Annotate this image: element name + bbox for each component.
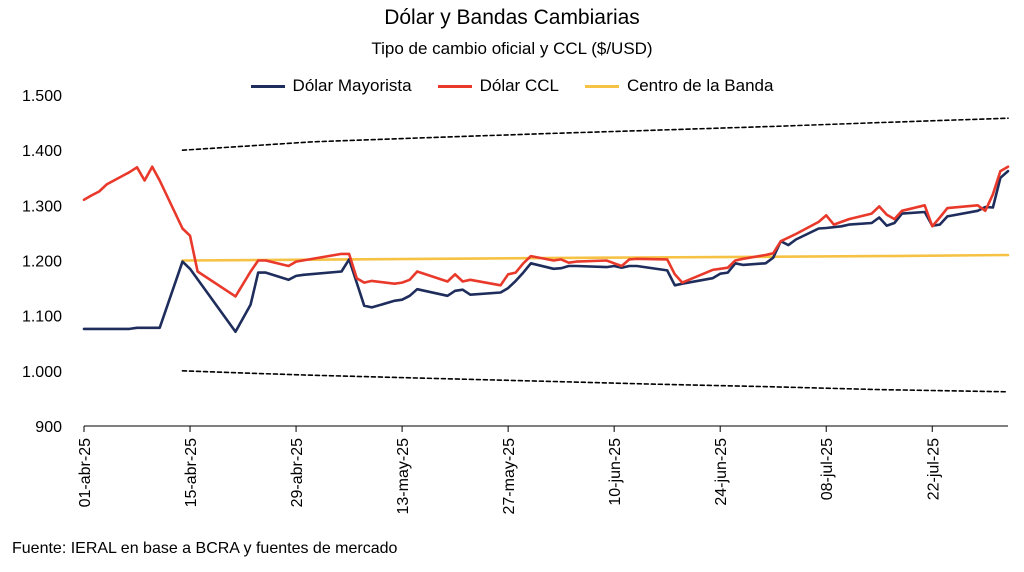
chart-title: Dólar y Bandas Cambiarias [384,6,640,29]
x-tick-label: 29-abr-25 [289,438,306,507]
y-tick-label: 900 [35,419,62,436]
y-tick-label: 1.400 [22,143,62,160]
x-tick-label: 15-abr-25 [183,438,200,507]
series-group [82,117,1010,393]
chart-legend: Dólar Mayorista Dólar CCL Centro de la B… [0,76,1024,96]
legend-item-centro-banda: Centro de la Banda [584,76,774,96]
chart-subtitle: Tipo de cambio oficial y CCL ($/USD) [371,39,653,58]
x-tick-label: 24-jun-25 [713,438,730,506]
series-line-dolar-ccl [82,165,1010,298]
legend-item-mayorista: Dólar Mayorista [250,76,412,96]
y-tick-label: 1.500 [22,88,62,105]
legend-label-centro-banda: Centro de la Banda [626,76,774,95]
axes-group: 900 1.000 1.100 1.200 1.300 1.400 1.500 01-abr-… [22,88,1008,514]
x-tick-label: 01-abr-25 [77,438,94,507]
legend-item-ccl: Dólar CCL [437,76,559,96]
legend-swatch-mayorista [250,84,285,88]
series-line-banda-superior [181,117,1009,151]
series-line-dolar-mayorista [82,169,1010,334]
legend-swatch-ccl [437,84,472,88]
y-tick-label: 1.000 [22,364,62,381]
x-tick-label: 22-jul-25 [925,438,942,500]
legend-swatch-centro-banda [584,84,619,88]
legend-label-ccl: Dólar CCL [479,76,559,95]
y-tick-label: 1.100 [22,309,62,326]
source-note: Fuente: IERAL en base a BCRA y fuentes d… [12,540,398,557]
series-line-centro-banda [181,253,1010,262]
legend-label-mayorista: Dólar Mayorista [292,76,412,95]
y-tick-label: 1.200 [22,254,62,271]
x-tick-label: 27-may-25 [501,438,518,515]
x-tick-label: 13-may-25 [395,438,412,515]
x-tick-label: 10-jun-25 [607,438,624,506]
x-tick-label: 08-jul-25 [819,438,836,500]
y-tick-label: 1.300 [22,198,62,215]
series-line-banda-inferior [181,369,1009,393]
